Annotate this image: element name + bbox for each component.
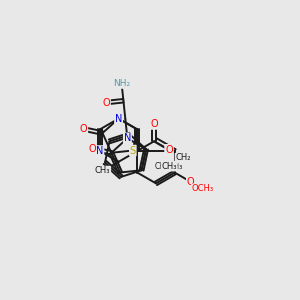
Text: NH₂: NH₂ — [113, 79, 130, 88]
Text: O: O — [80, 124, 87, 134]
Text: O: O — [165, 145, 173, 155]
Text: O: O — [150, 119, 158, 129]
Text: OCH₃: OCH₃ — [192, 184, 214, 193]
Text: CH₃: CH₃ — [95, 167, 110, 176]
Text: O: O — [88, 144, 96, 154]
Text: O: O — [102, 98, 110, 107]
Text: CH₂: CH₂ — [176, 154, 191, 163]
Text: O: O — [187, 177, 194, 187]
Text: S: S — [130, 146, 136, 155]
Text: CH₂CH₃: CH₂CH₃ — [155, 162, 183, 171]
Text: O: O — [165, 145, 173, 155]
Text: N: N — [96, 146, 103, 156]
Text: N: N — [124, 133, 131, 143]
Text: O: O — [179, 153, 187, 163]
Text: N: N — [115, 114, 122, 124]
Text: CH₃: CH₃ — [161, 162, 177, 171]
